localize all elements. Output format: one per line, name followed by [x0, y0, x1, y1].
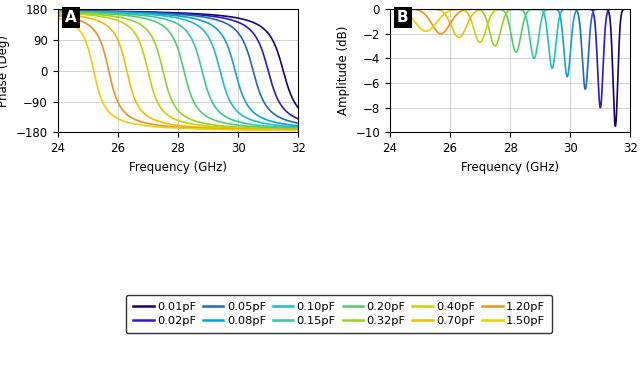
X-axis label: Frequency (GHz): Frequency (GHz)	[461, 161, 559, 174]
Text: B: B	[397, 10, 408, 25]
Y-axis label: Phase (Deg): Phase (Deg)	[0, 35, 10, 107]
X-axis label: Frequency (GHz): Frequency (GHz)	[129, 161, 227, 174]
Text: A: A	[65, 10, 77, 25]
Y-axis label: Amplitude (dB): Amplitude (dB)	[337, 26, 349, 115]
Legend: 0.01pF, 0.02pF, 0.05pF, 0.08pF, 0.10pF, 0.15pF, 0.20pF, 0.32pF, 0.40pF, 0.70pF, : 0.01pF, 0.02pF, 0.05pF, 0.08pF, 0.10pF, …	[126, 295, 552, 333]
